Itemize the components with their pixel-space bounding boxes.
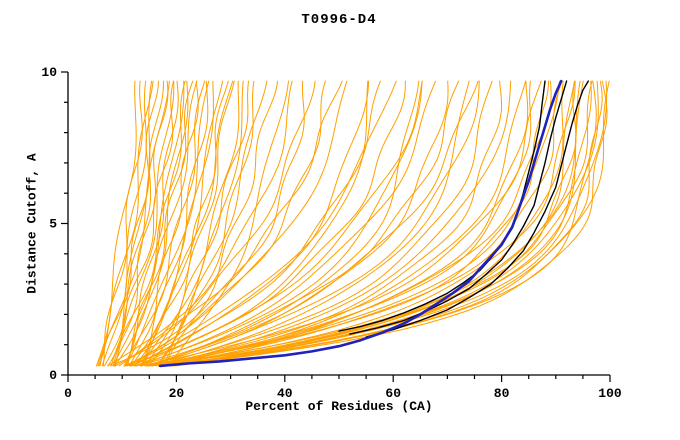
model-curve <box>99 80 159 367</box>
x-tick-label: 40 <box>277 386 293 401</box>
highlighted-curve <box>365 80 589 338</box>
model-curve <box>145 80 532 367</box>
model-curve <box>113 80 175 367</box>
model-curve <box>151 80 560 367</box>
y-tick-label: 10 <box>41 65 57 80</box>
model-curve <box>140 80 240 367</box>
model-curve <box>115 80 316 367</box>
model-curve <box>136 80 420 367</box>
model-curve <box>161 80 527 367</box>
x-tick-label: 100 <box>598 386 622 401</box>
model-curve <box>145 80 449 367</box>
model-curve <box>104 80 164 367</box>
model-curve <box>127 80 397 367</box>
model-curve <box>145 80 235 367</box>
model-curve <box>150 80 564 367</box>
model-curve <box>123 80 369 367</box>
model-curve <box>169 80 593 367</box>
model-curve <box>136 80 436 367</box>
model-curve <box>147 80 549 367</box>
x-tick-label: 60 <box>385 386 401 401</box>
x-tick-label: 0 <box>64 386 72 401</box>
model-curve <box>114 80 198 367</box>
model-curve <box>155 80 244 367</box>
chart-title: T0996-D4 <box>301 12 377 28</box>
model-curve <box>129 80 199 367</box>
model-curve <box>158 80 512 367</box>
model-curve <box>130 80 370 367</box>
model-curve <box>147 80 460 367</box>
model-curve <box>162 80 255 367</box>
model-curve <box>114 80 153 367</box>
model-curve <box>110 80 305 367</box>
y-tick-label: 5 <box>49 217 57 232</box>
model-curve <box>107 80 293 367</box>
model-curve <box>123 80 179 367</box>
model-curve <box>148 80 480 367</box>
model-curve <box>102 80 143 367</box>
model-curve <box>143 80 224 367</box>
model-curve <box>118 80 343 367</box>
model-curve <box>174 80 599 367</box>
model-curve <box>140 80 542 367</box>
model-curve <box>164 80 597 367</box>
model-curve <box>129 80 406 367</box>
model-curve <box>124 80 326 367</box>
model-curve <box>167 80 289 367</box>
x-axis-label: Percent of Residues (CA) <box>245 399 433 414</box>
model-curve <box>101 80 147 367</box>
model-curve <box>134 80 234 367</box>
best-model-curve <box>158 79 563 368</box>
model-curve <box>127 80 189 367</box>
model-curve <box>112 80 185 367</box>
model-curve <box>125 80 348 367</box>
x-tick-label: 80 <box>494 386 510 401</box>
model-curve <box>132 80 381 367</box>
model-curve <box>124 80 210 367</box>
y-tick-label: 0 <box>49 368 57 383</box>
model-curve <box>125 80 194 367</box>
model-curve <box>107 80 174 367</box>
model-curve <box>151 80 470 367</box>
model-curve <box>167 80 603 367</box>
model-curve <box>141 80 209 367</box>
x-tick-label: 20 <box>169 386 185 401</box>
model-curve <box>150 80 575 367</box>
model-curve <box>113 80 169 367</box>
model-curve <box>110 80 186 367</box>
model-curve <box>145 80 479 367</box>
model-curve <box>150 80 493 367</box>
model-curve <box>167 80 608 367</box>
